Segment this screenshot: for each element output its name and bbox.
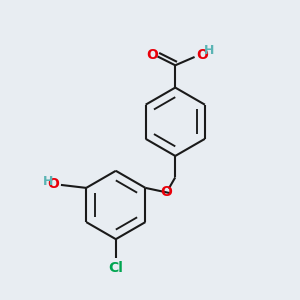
Text: O: O (196, 49, 208, 62)
Text: H: H (204, 44, 214, 57)
Text: O: O (146, 49, 158, 62)
Text: O: O (160, 184, 172, 199)
Text: Cl: Cl (108, 262, 123, 275)
Text: O: O (48, 177, 59, 191)
Text: H: H (43, 175, 53, 188)
